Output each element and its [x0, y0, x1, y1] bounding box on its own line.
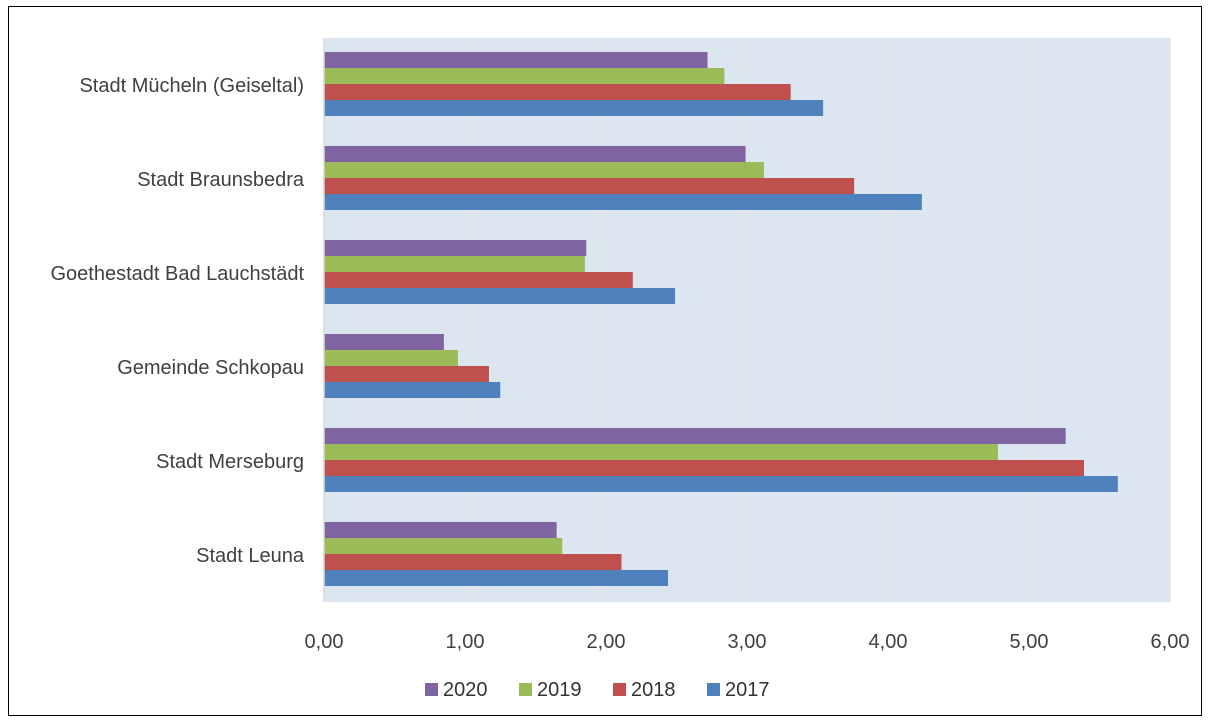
- category-label: Stadt Merseburg: [156, 451, 304, 473]
- legend-swatch: [425, 683, 438, 696]
- bar-2017-5: [324, 570, 669, 586]
- bar-2017-0: [324, 100, 824, 116]
- bar-2018-5: [324, 554, 622, 570]
- bar-2020-3: [324, 334, 444, 350]
- bar-2019-4: [324, 444, 998, 460]
- bar-2020-4: [324, 428, 1066, 444]
- x-tick-label: 2,00: [587, 631, 626, 653]
- bar-2018-3: [324, 366, 489, 382]
- x-tick-label: 6,00: [1151, 631, 1190, 653]
- legend-label: 2018: [631, 679, 676, 701]
- x-tick-label: 4,00: [869, 631, 908, 653]
- bar-2019-1: [324, 162, 764, 178]
- legend-item-2018: 2018: [613, 679, 676, 701]
- bars: [324, 52, 1118, 586]
- legend-label: 2017: [725, 679, 770, 701]
- bar-2020-0: [324, 52, 708, 68]
- bar-2019-0: [324, 68, 725, 84]
- bar-2017-1: [324, 194, 922, 210]
- bar-2018-1: [324, 178, 855, 194]
- bar-2020-1: [324, 146, 746, 162]
- legend-label: 2020: [443, 679, 488, 701]
- category-labels: Stadt Mücheln (Geiseltal) Stadt Braunsbed…: [50, 75, 304, 567]
- legend-item-2019: 2019: [519, 679, 582, 701]
- x-tick-label: 0,00: [305, 631, 344, 653]
- bar-2020-5: [324, 522, 557, 538]
- legend-item-2020: 2020: [425, 679, 488, 701]
- category-label: Stadt Leuna: [196, 545, 305, 567]
- bar-2019-2: [324, 256, 585, 272]
- legend-swatch: [519, 683, 532, 696]
- bar-2017-4: [324, 476, 1118, 492]
- gridlines: [464, 38, 1171, 602]
- bar-2019-5: [324, 538, 563, 554]
- legend-swatch: [613, 683, 626, 696]
- bar-2018-4: [324, 460, 1084, 476]
- category-label: Goethestadt Bad Lauchstädt: [50, 263, 304, 285]
- x-tick-label: 3,00: [728, 631, 767, 653]
- x-tick-label: 5,00: [1010, 631, 1049, 653]
- legend-swatch: [707, 683, 720, 696]
- x-tick-label: 1,00: [446, 631, 485, 653]
- bar-2017-2: [324, 288, 676, 304]
- bar-2019-3: [324, 350, 458, 366]
- category-label: Stadt Mücheln (Geiseltal): [79, 75, 304, 97]
- category-label: Stadt Braunsbedra: [137, 169, 305, 191]
- legend: 2020 2019 2018 2017: [425, 679, 770, 701]
- bar-2020-2: [324, 240, 587, 256]
- legend-label: 2019: [537, 679, 582, 701]
- legend-item-2017: 2017: [707, 679, 770, 701]
- bar-2017-3: [324, 382, 501, 398]
- bar-2018-0: [324, 84, 791, 100]
- category-label: Gemeinde Schkopau: [117, 357, 304, 379]
- bar-2018-2: [324, 272, 633, 288]
- x-tick-labels: 0,00 1,00 2,00 3,00 4,00 5,00 6,00: [305, 631, 1190, 653]
